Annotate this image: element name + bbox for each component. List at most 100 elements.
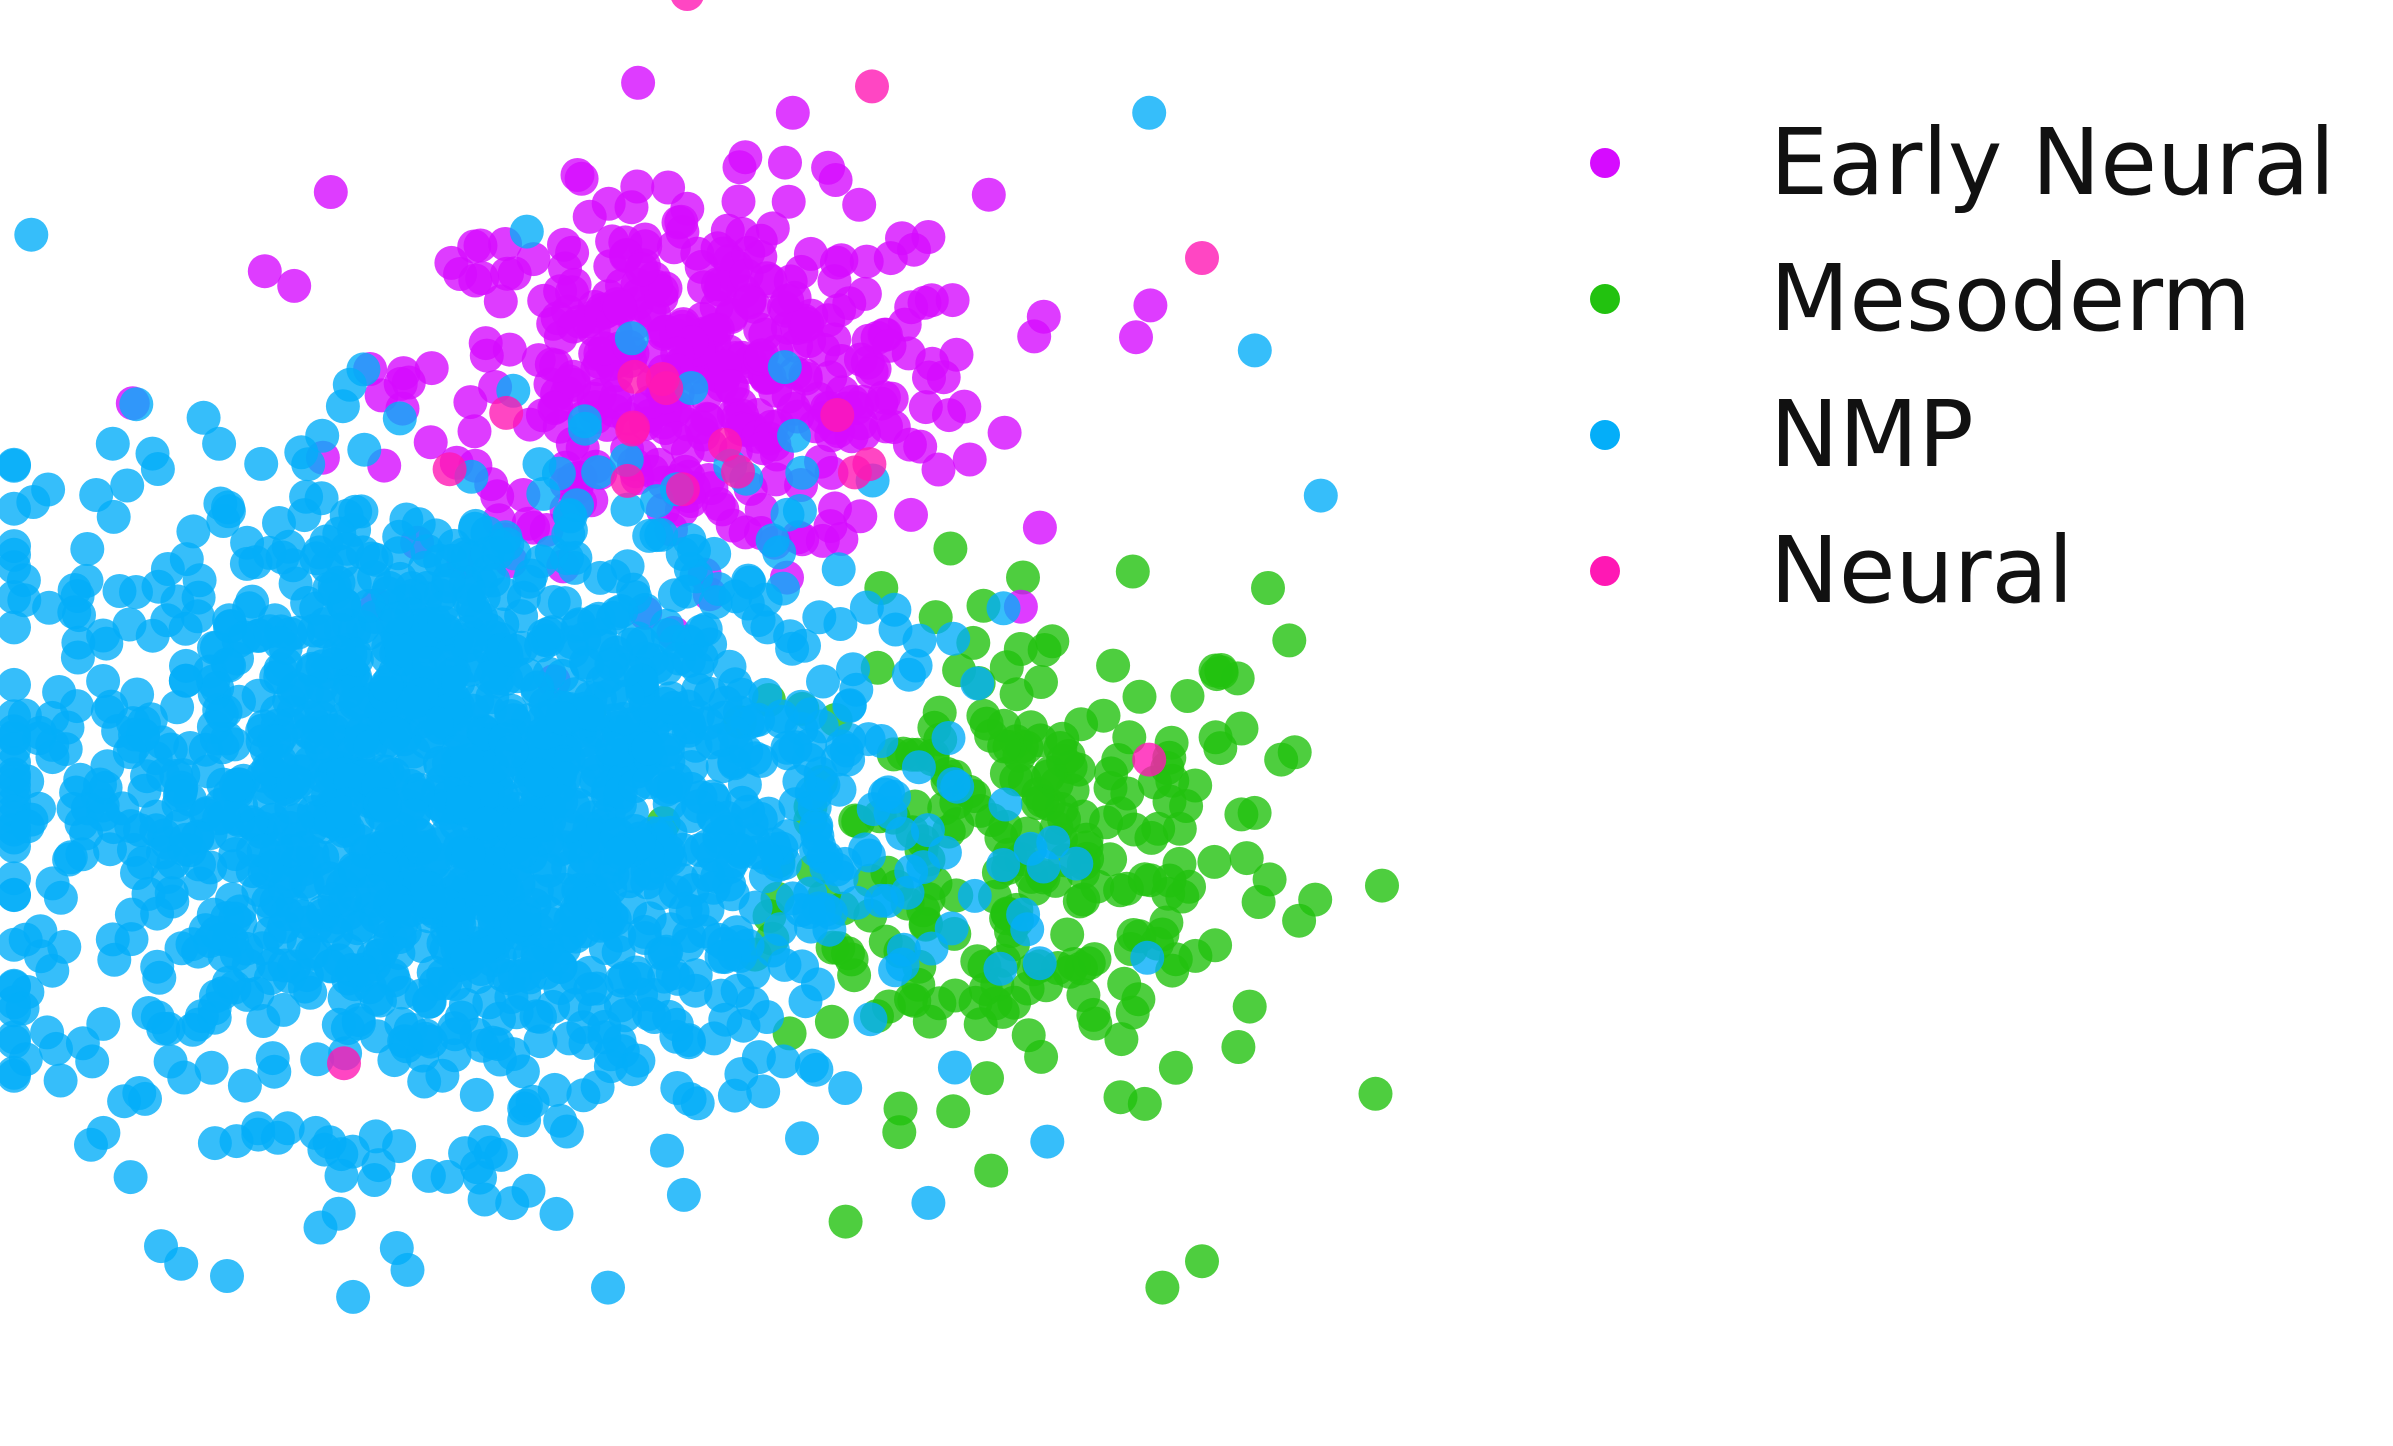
data-point	[659, 421, 694, 456]
data-point	[648, 271, 683, 306]
data-point	[95, 426, 130, 461]
data-point	[304, 481, 339, 516]
data-point	[1198, 653, 1233, 688]
data-point	[926, 360, 961, 395]
data-point	[831, 936, 865, 971]
data-point	[1119, 320, 1153, 355]
data-point	[684, 410, 719, 445]
data-point	[65, 1026, 100, 1061]
data-point	[934, 911, 969, 946]
data-point	[324, 1137, 359, 1172]
data-point	[257, 1054, 292, 1089]
data-point	[581, 455, 616, 490]
data-point	[0, 580, 31, 615]
data-point	[568, 1026, 603, 1060]
data-point	[537, 1072, 572, 1107]
data-point	[665, 537, 700, 572]
data-point	[412, 646, 447, 681]
data-point	[842, 187, 877, 222]
data-point	[1050, 917, 1085, 952]
data-point	[309, 524, 344, 559]
data-point	[1241, 885, 1276, 919]
data-point	[526, 476, 561, 511]
data-point	[952, 442, 987, 477]
data-point	[8, 1042, 43, 1077]
series-mesoderm	[572, 531, 1399, 1305]
data-point	[617, 359, 652, 394]
data-point	[86, 797, 121, 832]
data-point	[710, 213, 745, 248]
data-point	[785, 455, 820, 490]
data-point	[361, 1148, 396, 1183]
data-point	[771, 184, 806, 219]
data-point	[1017, 319, 1052, 354]
data-point	[483, 284, 518, 319]
data-point	[1006, 560, 1040, 595]
data-point	[793, 236, 828, 271]
data-point	[802, 600, 837, 635]
data-point	[748, 582, 783, 617]
data-point	[219, 1124, 254, 1159]
data-point	[427, 605, 462, 640]
data-point	[837, 455, 872, 490]
data-point	[608, 653, 643, 687]
data-point	[610, 463, 645, 498]
data-point	[828, 1071, 863, 1105]
data-point	[1059, 846, 1094, 881]
data-point	[396, 685, 431, 720]
data-point	[782, 764, 817, 799]
data-point	[459, 1077, 494, 1112]
data-point	[931, 721, 966, 755]
data-point	[499, 995, 534, 1030]
data-point	[373, 819, 408, 854]
data-point	[466, 580, 501, 615]
data-point	[587, 331, 622, 366]
data-point	[767, 947, 802, 982]
data-point	[1115, 554, 1150, 589]
data-point	[878, 953, 913, 988]
data-point	[1022, 946, 1057, 981]
data-point	[989, 650, 1024, 685]
data-point	[493, 693, 528, 728]
data-point	[1237, 333, 1272, 368]
data-point	[425, 1058, 460, 1093]
data-point	[1224, 797, 1259, 832]
data-point	[641, 447, 676, 482]
data-point	[654, 681, 689, 716]
data-point	[1185, 241, 1219, 275]
data-point	[849, 590, 884, 625]
data-point	[180, 599, 215, 634]
data-point	[252, 785, 287, 820]
data-point	[649, 371, 684, 406]
data-point	[313, 949, 348, 984]
data-point	[1158, 1050, 1193, 1085]
data-point	[262, 625, 297, 660]
data-point	[510, 804, 545, 839]
data-point	[402, 819, 437, 853]
data-point	[86, 1115, 121, 1150]
data-point	[519, 874, 554, 909]
data-point	[120, 677, 155, 712]
data-point	[922, 986, 957, 1021]
data-point	[697, 536, 732, 571]
data-point	[579, 971, 614, 1006]
data-point	[386, 356, 421, 391]
data-point	[469, 806, 503, 841]
data-point	[291, 447, 326, 482]
data-point	[721, 454, 755, 489]
data-point	[1030, 1124, 1065, 1159]
data-point	[814, 1004, 849, 1039]
data-point	[614, 321, 649, 356]
data-point	[279, 671, 314, 706]
data-point	[142, 960, 177, 995]
data-point	[671, 0, 704, 11]
data-point	[39, 1031, 73, 1066]
data-point	[911, 1185, 946, 1220]
data-point	[770, 283, 805, 318]
data-point	[828, 1204, 863, 1239]
data-point	[150, 603, 185, 638]
data-point	[119, 575, 153, 609]
data-point	[1026, 849, 1061, 884]
data-point	[767, 350, 802, 385]
data-point	[701, 487, 736, 521]
